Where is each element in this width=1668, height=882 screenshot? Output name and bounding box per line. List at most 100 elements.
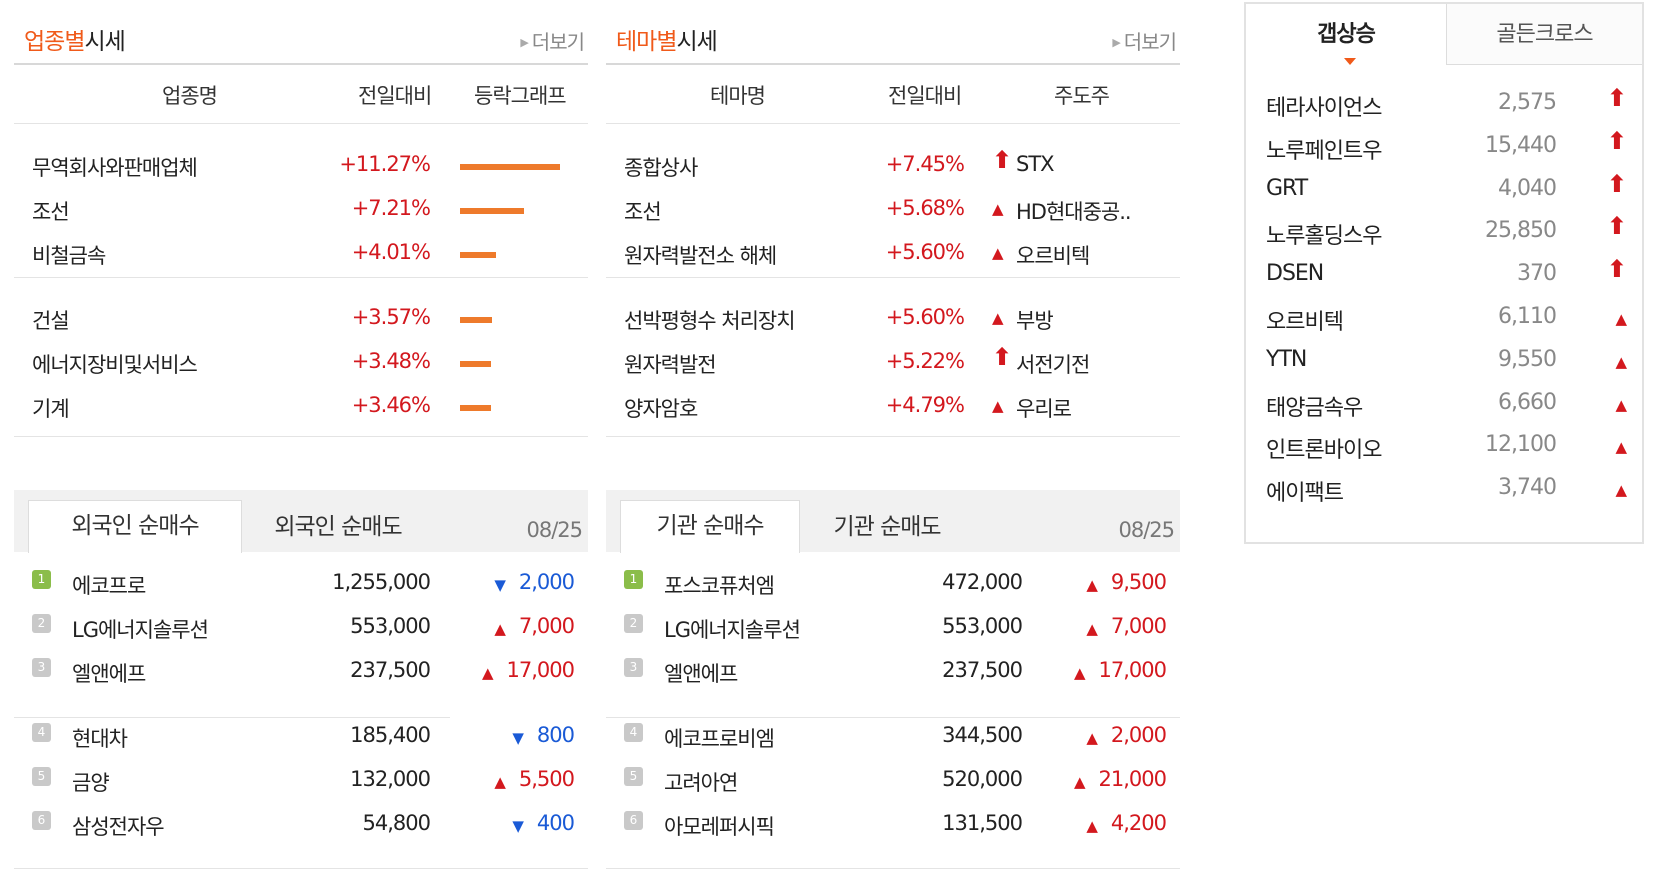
- theme-name[interactable]: 양자암호: [624, 397, 698, 421]
- stock-row[interactable]: 5 고려아연 520,000 ▲ 21,000: [606, 763, 1180, 799]
- gap-row[interactable]: 노루페인트우 15,440 ⬆: [1246, 127, 1642, 169]
- stock-name[interactable]: 삼성전자우: [72, 815, 165, 839]
- stock-row[interactable]: 3 엘앤에프 237,500 ▲ 17,000: [606, 654, 1180, 690]
- industry-row[interactable]: 무역회사와판매업체 +11.27%: [14, 148, 588, 184]
- rank-badge: 5: [624, 767, 643, 786]
- industry-row[interactable]: 건설 +3.57%: [14, 301, 588, 337]
- tab-golden-cross[interactable]: 골든크로스: [1446, 4, 1642, 64]
- tab-institution-buy[interactable]: 기관 순매수: [620, 500, 800, 553]
- theme-leader-link[interactable]: HD현대중공..: [1016, 200, 1132, 224]
- stock-name[interactable]: 현대차: [72, 727, 128, 751]
- stock-name[interactable]: 노루홀딩스우: [1266, 224, 1382, 250]
- change-bar: [460, 317, 492, 323]
- gap-row[interactable]: 노루홀딩스우 25,850 ⬆: [1246, 212, 1642, 254]
- up-triangle-icon: ▲: [1615, 395, 1627, 414]
- theme-title: 테마별시세: [616, 29, 718, 55]
- industry-change: +11.27%: [339, 152, 431, 176]
- gap-row[interactable]: 테라사이언스 2,575 ⬆: [1246, 84, 1642, 126]
- industry-name[interactable]: 건설: [32, 309, 70, 333]
- stock-row[interactable]: 2 LG에너지솔루션 553,000 ▲ 7,000: [14, 610, 588, 646]
- stock-name[interactable]: 아모레퍼시픽: [664, 815, 775, 839]
- theme-leader-link[interactable]: 오르비텍: [1016, 244, 1090, 268]
- industry-more-link[interactable]: ▶ 더보기: [520, 30, 585, 54]
- stock-name[interactable]: 금양: [72, 771, 110, 795]
- stock-name[interactable]: 노루페인트우: [1266, 138, 1382, 164]
- theme-leader-link[interactable]: 서전기전: [1016, 353, 1090, 377]
- price-change: 7,000: [1110, 614, 1167, 638]
- gap-row[interactable]: GRT 4,040 ⬆: [1246, 170, 1642, 212]
- industry-row[interactable]: 기계 +3.46%: [14, 389, 588, 425]
- theme-row[interactable]: 원자력발전 +5.22% ⬆ 서전기전: [606, 343, 1180, 381]
- stock-row[interactable]: 6 삼성전자우 54,800 ▼ 400: [14, 807, 588, 843]
- stock-name[interactable]: DSEN: [1266, 261, 1324, 287]
- stock-name[interactable]: 고려아연: [664, 771, 738, 795]
- stock-row[interactable]: 1 포스코퓨처엠 472,000 ▲ 9,500: [606, 566, 1180, 602]
- stock-row[interactable]: 4 에코프로비엠 344,500 ▲ 2,000: [606, 719, 1180, 755]
- stock-row[interactable]: 3 엘앤에프 237,500 ▲ 17,000: [14, 654, 588, 690]
- stock-name[interactable]: 엘앤에프: [72, 662, 146, 686]
- stock-name[interactable]: YTN: [1266, 346, 1307, 372]
- stock-name[interactable]: LG에너지솔루션: [72, 618, 209, 642]
- theme-change: +7.45%: [885, 152, 965, 176]
- stock-name[interactable]: 테라사이언스: [1266, 96, 1382, 121]
- stock-price: 4,040: [1498, 175, 1557, 201]
- price-change: 4,200: [1110, 811, 1167, 835]
- theme-row[interactable]: 선박평형수 처리장치 +5.60% ▲ 부방: [606, 301, 1180, 337]
- stock-name[interactable]: GRT: [1266, 175, 1308, 201]
- stock-name[interactable]: 인트론바이오: [1266, 438, 1382, 464]
- up-triangle-icon: ▲: [1615, 352, 1627, 371]
- rank-badge: 1: [624, 570, 643, 589]
- stock-name[interactable]: 에코프로: [72, 574, 146, 598]
- industry-name[interactable]: 무역회사와판매업체: [32, 156, 198, 180]
- divider: [14, 277, 588, 278]
- stock-row[interactable]: 2 LG에너지솔루션 553,000 ▲ 7,000: [606, 610, 1180, 646]
- stock-name[interactable]: 에코프로비엠: [664, 727, 775, 751]
- theme-name[interactable]: 원자력발전소 해체: [624, 244, 777, 268]
- industry-name[interactable]: 에너지장비및서비스: [32, 353, 198, 377]
- industry-name[interactable]: 기계: [32, 397, 70, 421]
- theme-panel: 테마별시세 ▶ 더보기 테마명 전일대비 주도주 종합상사 +7.45% ⬆ STX 조선…: [606, 0, 1180, 460]
- theme-leader-link[interactable]: 부방: [1016, 309, 1054, 333]
- theme-row[interactable]: 양자암호 +4.79% ▲ 우리로: [606, 389, 1180, 425]
- up-triangle-icon: ▲: [1615, 310, 1627, 328]
- gap-row[interactable]: 에이팩트 3,740 ▲: [1246, 471, 1642, 511]
- gap-row[interactable]: DSEN 370 ⬆: [1246, 255, 1642, 297]
- stock-name[interactable]: LG에너지솔루션: [664, 618, 801, 642]
- stock-row[interactable]: 1 에코프로 1,255,000 ▼ 2,000: [14, 566, 588, 602]
- industry-change: +7.21%: [351, 196, 431, 220]
- stock-name[interactable]: 포스코퓨처엠: [664, 574, 775, 598]
- stock-name[interactable]: 엘앤에프: [664, 662, 738, 686]
- industry-row[interactable]: 비철금속 +4.01%: [14, 236, 588, 272]
- rank-badge: 2: [32, 614, 51, 633]
- theme-row[interactable]: 종합상사 +7.45% ⬆ STX: [606, 146, 1180, 184]
- tab-foreign-sell[interactable]: 외국인 순매도: [274, 514, 402, 540]
- stock-row[interactable]: 6 아모레퍼시픽 131,500 ▲ 4,200: [606, 807, 1180, 843]
- stock-row[interactable]: 5 금양 132,000 ▲ 5,500: [14, 763, 588, 799]
- theme-leader-link[interactable]: STX: [1016, 152, 1055, 176]
- theme-name[interactable]: 조선: [624, 200, 662, 224]
- stock-name[interactable]: 에이팩트: [1266, 481, 1344, 507]
- stock-name[interactable]: 태양금속우: [1266, 395, 1363, 421]
- industry-name[interactable]: 비철금속: [32, 244, 106, 268]
- stock-name[interactable]: 오르비텍: [1266, 310, 1344, 335]
- theme-row[interactable]: 원자력발전소 해체 +5.60% ▲ 오르비텍: [606, 236, 1180, 272]
- theme-name[interactable]: 원자력발전: [624, 353, 717, 377]
- up-arrow-icon: ⬆: [1606, 84, 1627, 112]
- theme-leader-link[interactable]: 우리로: [1016, 397, 1072, 421]
- tab-institution-sell[interactable]: 기관 순매도: [833, 514, 941, 540]
- theme-name[interactable]: 종합상사: [624, 156, 698, 180]
- industry-name[interactable]: 조선: [32, 200, 70, 224]
- theme-row[interactable]: 조선 +5.68% ▲ HD현대중공..: [606, 192, 1180, 228]
- tab-foreign-buy[interactable]: 외국인 순매수: [28, 500, 242, 553]
- stock-row[interactable]: 4 현대차 185,400 ▼ 800: [14, 719, 588, 755]
- tab-gap-up[interactable]: 갭상승: [1317, 22, 1376, 47]
- industry-row[interactable]: 조선 +7.21%: [14, 192, 588, 228]
- gap-row[interactable]: 태양금속우 6,660 ▲: [1246, 386, 1642, 426]
- theme-name[interactable]: 선박평형수 처리장치: [624, 309, 796, 333]
- theme-change: +5.60%: [885, 240, 965, 264]
- gap-row[interactable]: 인트론바이오 12,100 ▲: [1246, 428, 1642, 468]
- theme-more-link[interactable]: ▶ 더보기: [1112, 30, 1177, 54]
- gap-row[interactable]: 오르비텍 6,110 ▲: [1246, 300, 1642, 340]
- gap-row[interactable]: YTN 9,550 ▲: [1246, 343, 1642, 383]
- industry-row[interactable]: 에너지장비및서비스 +3.48%: [14, 345, 588, 381]
